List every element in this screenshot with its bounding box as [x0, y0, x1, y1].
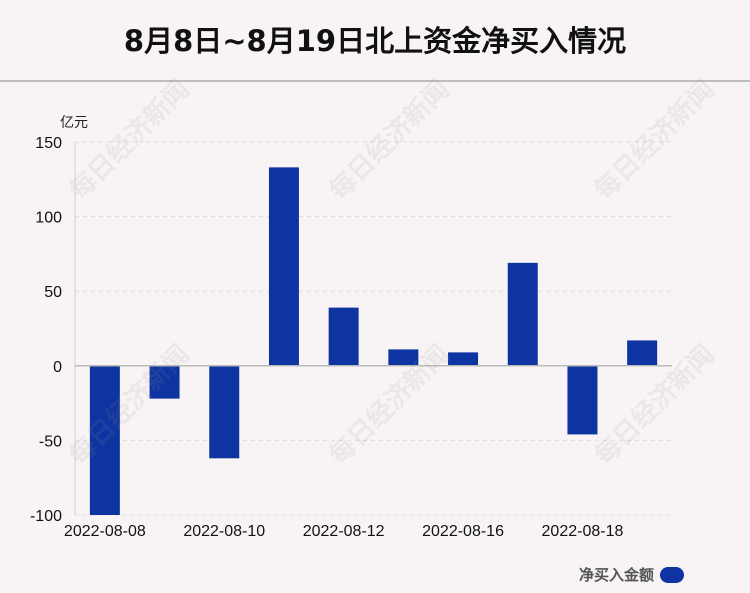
bar — [627, 340, 658, 366]
x-tick-label: 2022-08-12 — [303, 523, 385, 540]
bar — [567, 365, 598, 435]
y-tick-label: 0 — [53, 359, 62, 376]
y-tick-label: -50 — [39, 433, 62, 450]
y-tick-label: 100 — [35, 210, 62, 227]
y-tick-label: 50 — [44, 284, 62, 301]
legend-swatch — [660, 566, 684, 583]
x-tick-label: 2022-08-16 — [422, 523, 504, 540]
chart-title: 8月8日~8月19日北上资金净买入情况 — [123, 24, 627, 58]
legend-label: 净买入金额 — [578, 566, 654, 584]
y-tick-label: 150 — [35, 135, 62, 152]
bar — [328, 307, 359, 366]
bar — [89, 365, 120, 515]
x-tick-label: 2022-08-10 — [183, 523, 265, 540]
bar — [268, 167, 299, 366]
bar — [149, 365, 180, 399]
y-axis-unit: 亿元 — [60, 115, 88, 131]
y-tick-label: -100 — [30, 508, 62, 525]
bar — [448, 352, 479, 366]
title-divider — [0, 80, 750, 82]
bar — [388, 349, 419, 366]
x-tick-label: 2022-08-08 — [64, 523, 146, 540]
bar — [507, 262, 538, 366]
bar — [209, 365, 240, 459]
x-tick-label: 2022-08-18 — [542, 523, 624, 540]
legend: 净买入金额 — [579, 564, 684, 585]
